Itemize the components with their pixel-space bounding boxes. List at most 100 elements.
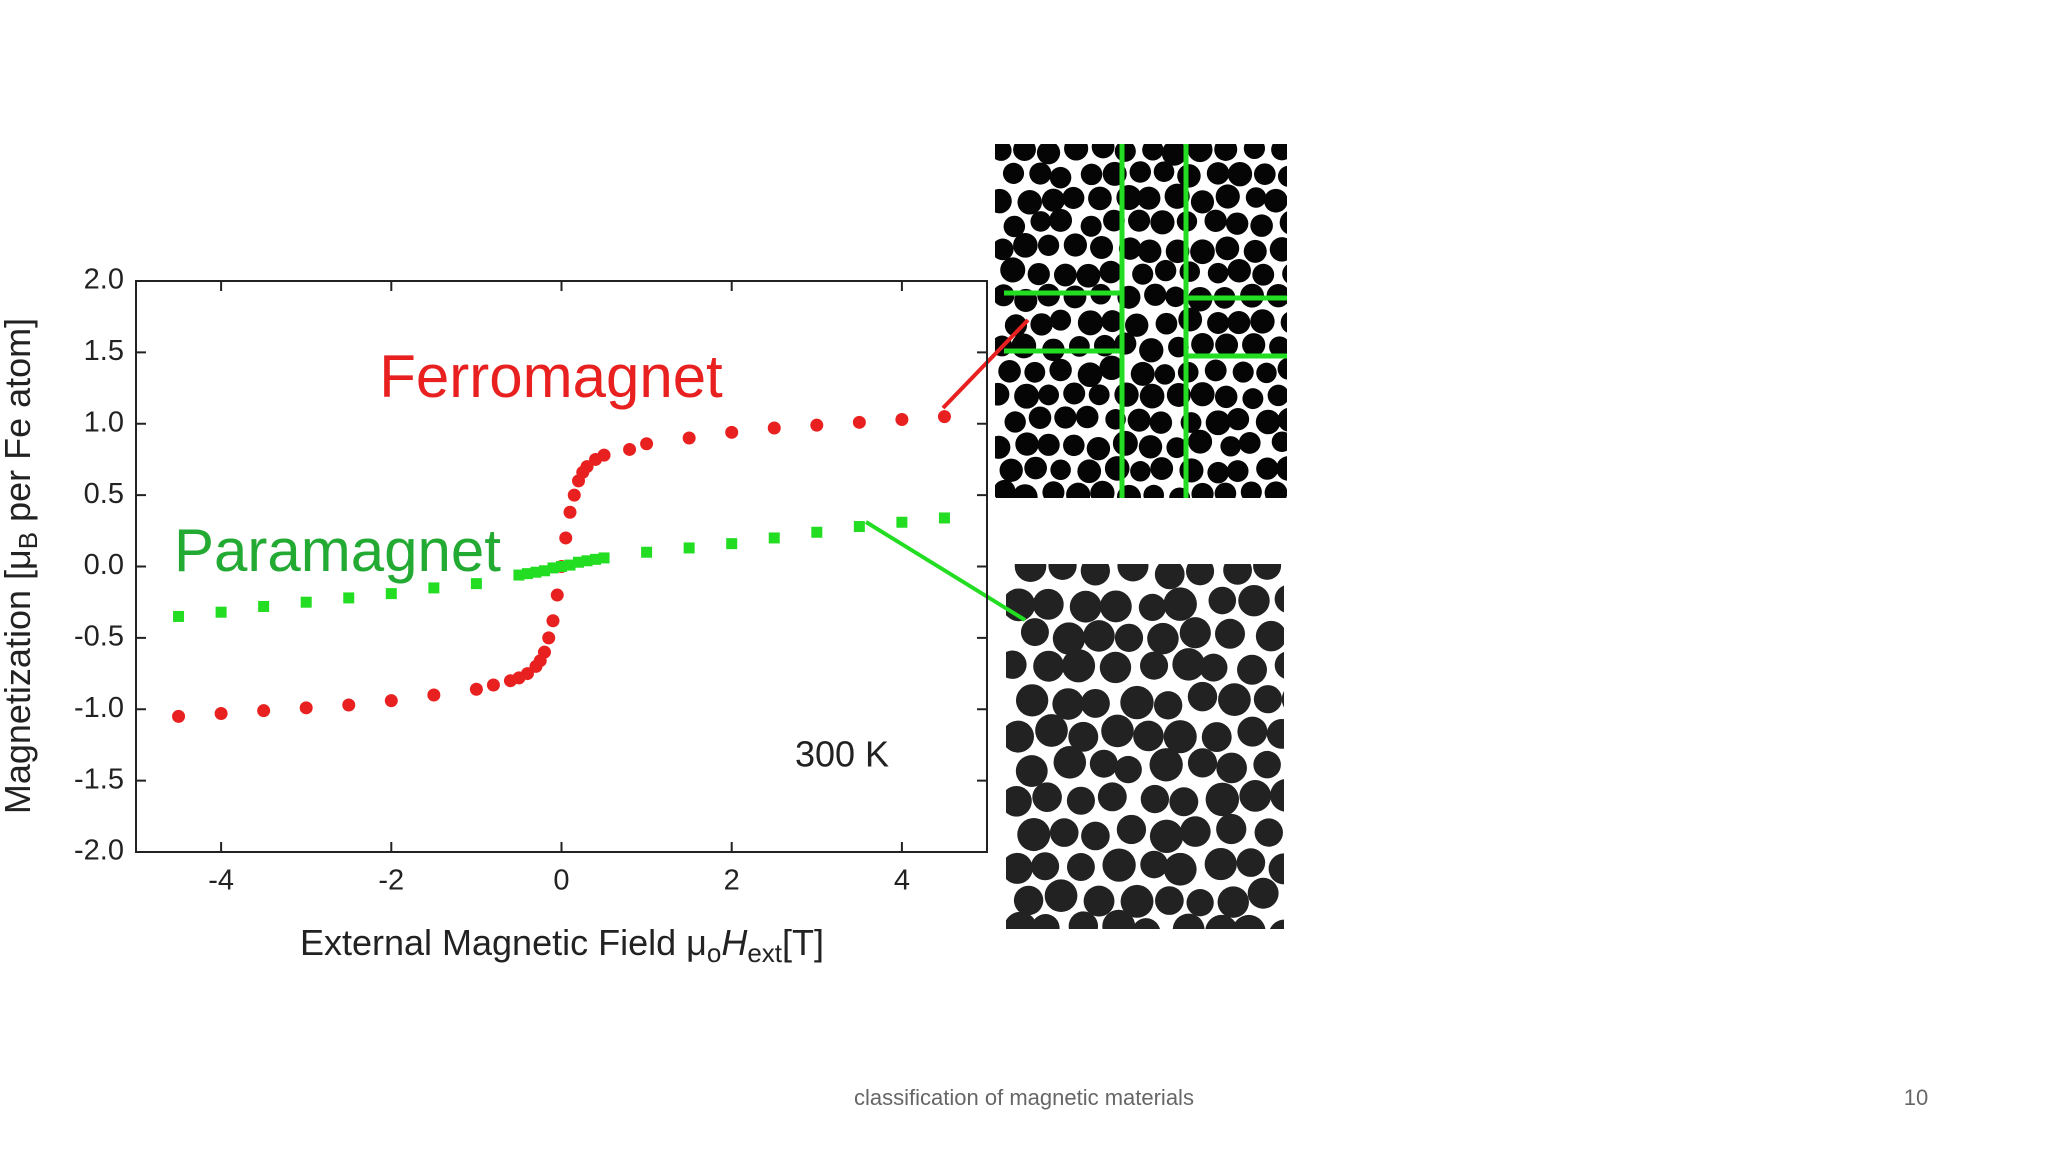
- particle: [1099, 355, 1124, 381]
- particle: [1137, 186, 1161, 210]
- point: [258, 600, 270, 612]
- y-tick-label: 0.0: [84, 549, 124, 581]
- particle: [1215, 184, 1240, 209]
- particle: [1032, 782, 1062, 812]
- particle: [1004, 411, 1026, 433]
- particle: [1288, 823, 1316, 851]
- y-tick-label: 2.0: [84, 264, 124, 296]
- particle: [1237, 716, 1268, 747]
- particle: [1270, 779, 1284, 812]
- particle: [1077, 310, 1103, 336]
- particle: [1003, 215, 1026, 238]
- particle: [1225, 212, 1249, 235]
- particle: [1132, 263, 1154, 285]
- footer: classification of magnetic materials: [854, 1085, 1194, 1110]
- particle: [1120, 685, 1154, 720]
- particle: [1149, 411, 1173, 434]
- particle: [1277, 357, 1287, 380]
- point: [640, 437, 654, 451]
- particle: [1132, 918, 1160, 929]
- particle: [1061, 649, 1096, 683]
- particle: [1155, 886, 1184, 915]
- point: [343, 592, 355, 604]
- particle: [1006, 911, 1037, 929]
- particle: [1049, 818, 1079, 847]
- particle: [1236, 848, 1266, 877]
- particle: [1066, 482, 1091, 498]
- particle: [1237, 654, 1267, 685]
- particle: [1037, 433, 1060, 456]
- particle: [1090, 480, 1115, 498]
- particle: [1117, 564, 1149, 582]
- particle: [1172, 648, 1205, 681]
- particle: [1037, 234, 1060, 256]
- particle: [1191, 482, 1214, 498]
- particle: [1163, 852, 1197, 886]
- paramagnet-image: [1006, 564, 1318, 929]
- particle: [1208, 586, 1237, 615]
- particle: [1006, 852, 1033, 884]
- annotation: Ferromagnet: [379, 343, 723, 410]
- particle: [1240, 481, 1262, 498]
- particle: [1050, 459, 1071, 481]
- particle: [1120, 884, 1154, 918]
- particle: [1097, 782, 1127, 812]
- particle: [1206, 162, 1230, 185]
- particle: [1014, 564, 1047, 583]
- particle: [1017, 818, 1051, 852]
- particle: [1179, 617, 1211, 649]
- particle: [1264, 188, 1287, 213]
- particle: [1138, 435, 1163, 459]
- particle: [1255, 620, 1284, 652]
- point: [470, 578, 482, 590]
- particle: [1137, 239, 1162, 264]
- point: [547, 562, 559, 574]
- particle: [1280, 312, 1287, 333]
- particle: [1269, 336, 1287, 358]
- point: [623, 442, 637, 456]
- particle: [1015, 432, 1039, 456]
- particle: [1017, 190, 1043, 215]
- particle: [1214, 385, 1238, 409]
- particle: [1052, 622, 1086, 655]
- point: [768, 532, 780, 544]
- point: [590, 553, 602, 565]
- y-tick-label: 1.0: [84, 406, 124, 438]
- point: [300, 596, 312, 608]
- particle: [1154, 564, 1185, 590]
- particle: [1201, 722, 1232, 753]
- point: [853, 521, 865, 533]
- particle: [1276, 456, 1287, 481]
- particle: [1227, 161, 1253, 187]
- particle: [1165, 239, 1190, 264]
- particle: [1154, 364, 1176, 385]
- particle: [1052, 688, 1084, 720]
- particle: [1080, 688, 1110, 718]
- particle: [1199, 653, 1228, 682]
- particle: [1102, 909, 1136, 929]
- particle: [995, 435, 1011, 459]
- particle: [1089, 749, 1118, 778]
- particle: [1099, 651, 1132, 684]
- particle: [1062, 186, 1085, 209]
- point: [385, 588, 397, 600]
- particle: [1216, 813, 1247, 845]
- particle: [1063, 434, 1085, 457]
- particle: [1153, 161, 1175, 182]
- particle: [1114, 382, 1139, 407]
- point: [546, 614, 560, 628]
- particle: [1015, 755, 1048, 788]
- particle: [1049, 166, 1072, 189]
- particle: [1066, 853, 1095, 882]
- particle: [1214, 482, 1237, 498]
- particle: [1282, 264, 1287, 283]
- particle: [1028, 406, 1052, 430]
- particle: [1163, 587, 1197, 621]
- particle: [1289, 620, 1318, 649]
- particle: [1081, 821, 1110, 851]
- particle: [998, 360, 1021, 383]
- particle: [1099, 590, 1132, 623]
- particle: [995, 144, 1012, 161]
- point: [896, 516, 908, 528]
